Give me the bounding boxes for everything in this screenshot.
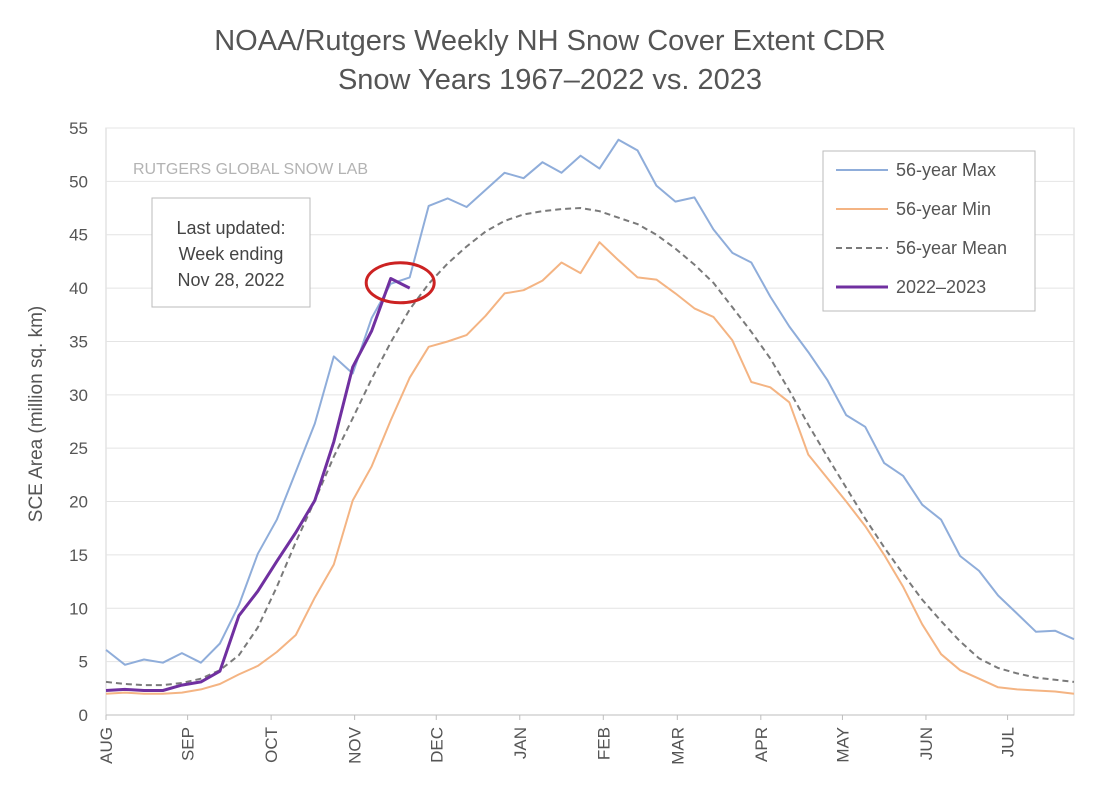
x-tick-label-jul: JUL xyxy=(999,727,1018,757)
y-tick-label-15: 15 xyxy=(69,546,88,565)
chart-subtitle: Snow Years 1967–2022 vs. 2023 xyxy=(338,64,762,96)
series-line-56-year-min xyxy=(105,241,1075,695)
legend: 56-year Max 56-year Min 56-year Mean 2022–2… xyxy=(822,150,1036,312)
y-tick-label-5: 5 xyxy=(79,653,88,672)
chart-title: NOAA/Rutgers Weekly NH Snow Cover Extent… xyxy=(214,25,886,57)
x-tick-label-mar: MAR xyxy=(668,727,687,765)
y-tick-label-40: 40 xyxy=(69,279,88,298)
y-tick-label-55: 55 xyxy=(69,119,88,138)
y-tick-label-25: 25 xyxy=(69,439,88,458)
y-tick-label-0: 0 xyxy=(79,706,88,725)
y-tick-label-10: 10 xyxy=(69,599,88,618)
y-axis-ticks: 0 5 10 15 20 25 30 35 40 45 50 55 xyxy=(69,119,88,725)
y-tick-label-30: 30 xyxy=(69,386,88,405)
annotation-line-2: Week ending xyxy=(179,244,284,264)
highlight-ellipse xyxy=(364,261,436,305)
highlight-marker xyxy=(364,261,436,305)
y-tick-label-20: 20 xyxy=(69,493,88,512)
y-tick-label-45: 45 xyxy=(69,226,88,245)
legend-label-56-year-min: 56-year Min xyxy=(896,199,991,219)
x-tick-label-may: MAY xyxy=(833,727,852,763)
x-axis-ticks: AUG SEP OCT NOV DEC JAN FEB MAR APR MAY JUN JUL xyxy=(97,715,1018,765)
series-line-2022-2023 xyxy=(105,277,411,692)
legend-frame xyxy=(822,150,1036,312)
legend-label-2022-2023: 2022–2023 xyxy=(896,277,986,297)
y-tick-label-35: 35 xyxy=(69,332,88,351)
x-tick-label-jan: JAN xyxy=(511,727,530,759)
x-tick-label-feb: FEB xyxy=(594,727,613,760)
series-line-56-year-mean xyxy=(105,207,1075,687)
legend-label-56-year-max: 56-year Max xyxy=(896,160,996,180)
annotation-line-1: Last updated: xyxy=(176,218,285,238)
annotation-frame xyxy=(151,197,311,308)
x-tick-label-apr: APR xyxy=(752,727,771,762)
annotation-line-3: Nov 28, 2022 xyxy=(177,270,284,290)
y-tick-label-50: 50 xyxy=(69,172,88,191)
x-tick-label-jun: JUN xyxy=(917,727,936,760)
x-tick-label-dec: DEC xyxy=(427,727,446,763)
watermark-text: RUTGERS GLOBAL SNOW LAB xyxy=(133,161,368,178)
series-line-56-year-max xyxy=(105,138,1075,666)
x-tick-label-oct: OCT xyxy=(262,727,281,763)
y-axis-label: SCE Area (million sq. km) xyxy=(26,306,47,522)
annotation-box: Last updated: Week ending Nov 28, 2022 xyxy=(151,197,311,308)
series-lines xyxy=(105,138,1075,695)
x-tick-label-aug: AUG xyxy=(97,727,116,764)
legend-label-56-year-mean: 56-year Mean xyxy=(896,238,1007,258)
x-tick-label-sep: SEP xyxy=(179,727,198,761)
x-tick-label-nov: NOV xyxy=(346,726,365,764)
